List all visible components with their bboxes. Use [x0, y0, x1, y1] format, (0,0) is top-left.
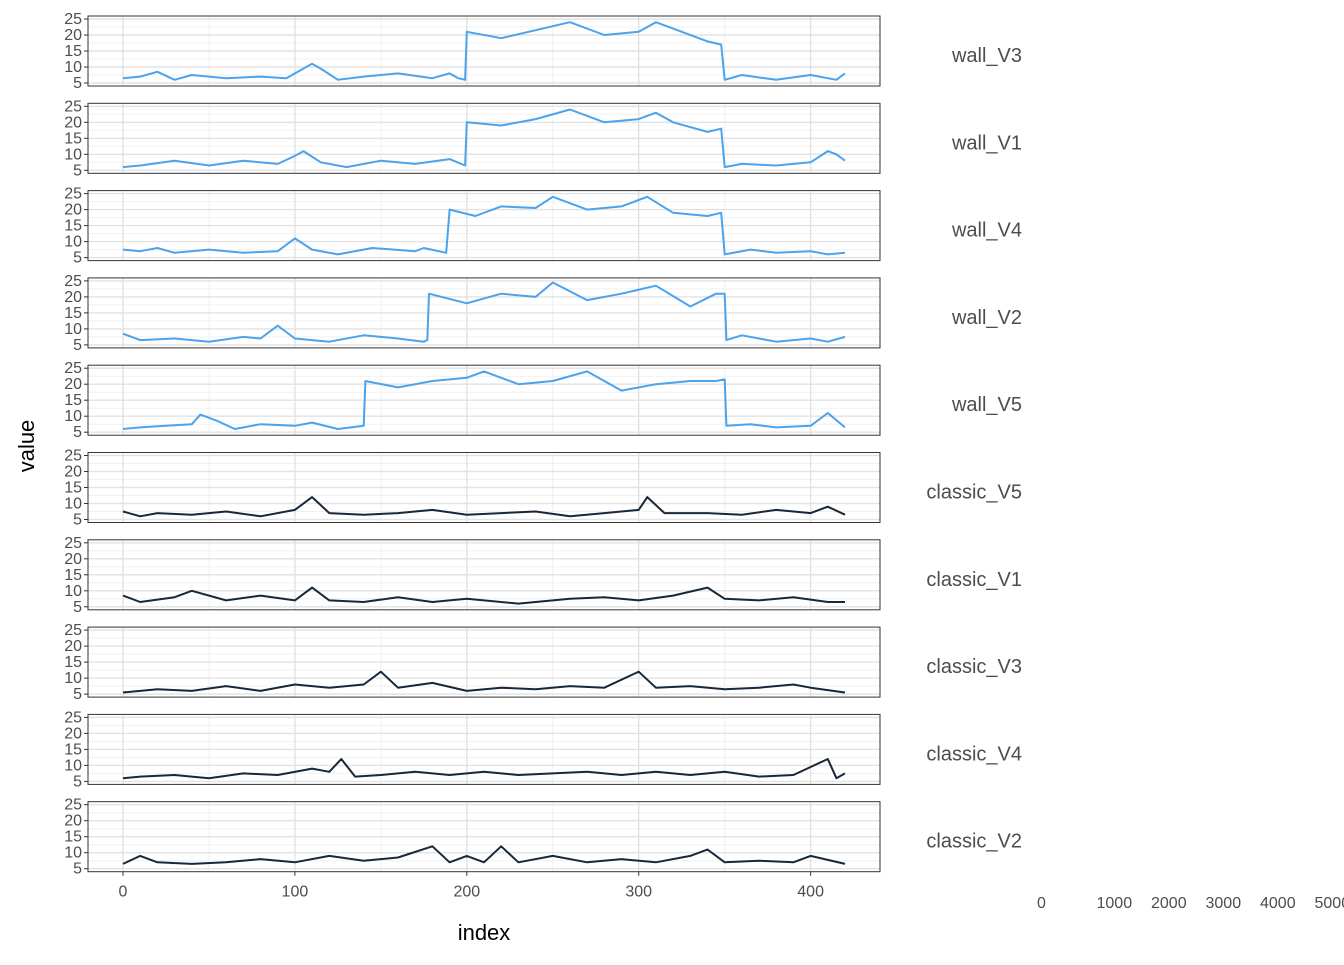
y-tick-label: 25 [64, 360, 82, 377]
y-tick-label: 5 [73, 686, 82, 703]
y-tick-label: 10 [64, 321, 82, 338]
y-tick-label: 25 [64, 273, 82, 290]
x-tick-label: 300 [625, 884, 652, 901]
y-tick-label: 5 [73, 424, 82, 441]
y-tick-label: 20 [64, 202, 82, 219]
y-tick-label: 25 [64, 11, 82, 28]
x-tick-label: 100 [282, 884, 309, 901]
dendrogram: wall_V3 wall_V1 wall_V4 wall_V2 wall_V5class… [926, 45, 1344, 912]
y-tick-label: 25 [64, 448, 82, 465]
y-tick-label: 15 [64, 567, 82, 584]
facet-panels: 5101520255101520255101520255101520255101… [64, 11, 880, 878]
y-tick-label: 25 [64, 797, 82, 814]
y-tick-label: 10 [64, 583, 82, 600]
dendrogram-tick-label: 2000 [1151, 895, 1187, 912]
y-tick-label: 20 [64, 551, 82, 568]
leaf-label: classic_V5 [926, 482, 1022, 504]
x-tick-label: 200 [453, 884, 480, 901]
leaf-label: classic_V2 [926, 831, 1022, 853]
y-tick-label: 25 [64, 709, 82, 726]
x-axis-title: index [458, 920, 511, 945]
y-tick-label: 20 [64, 289, 82, 306]
series-line-p6 [123, 497, 845, 516]
y-tick-label: 25 [64, 98, 82, 115]
y-tick-label: 15 [64, 43, 82, 60]
series-line-p9 [123, 759, 845, 778]
y-tick-label: 10 [64, 496, 82, 513]
y-tick-label: 5 [73, 75, 82, 92]
y-tick-label: 15 [64, 392, 82, 409]
y-tick-label: 15 [64, 654, 82, 671]
y-tick-label: 5 [73, 861, 82, 878]
leaf-label: wall_V2 [951, 307, 1022, 329]
dendrogram-tick-label: 1000 [1097, 895, 1133, 912]
x-axis: 0 100 200 300 400 [119, 872, 825, 901]
y-tick-label: 15 [64, 480, 82, 497]
y-tick-label: 5 [73, 337, 82, 354]
y-tick-label: 15 [64, 130, 82, 147]
dendrogram-tick-label: 5000 [1315, 895, 1344, 912]
y-tick-label: 10 [64, 845, 82, 862]
leaf-label: wall_V5 [951, 394, 1022, 416]
leaf-label: classic_V3 [926, 656, 1022, 678]
y-tick-label: 10 [64, 757, 82, 774]
y-tick-label: 15 [64, 305, 82, 322]
series-line-p7 [123, 588, 845, 604]
leaf-label: wall_V4 [951, 220, 1022, 242]
dendrogram-tick-label: 3000 [1206, 895, 1242, 912]
y-tick-label: 20 [64, 376, 82, 393]
y-tick-label: 5 [73, 773, 82, 790]
y-tick-label: 20 [64, 114, 82, 131]
y-tick-label: 15 [64, 741, 82, 758]
y-tick-label: 10 [64, 59, 82, 76]
y-tick-label: 10 [64, 670, 82, 687]
y-tick-label: 5 [73, 599, 82, 616]
y-tick-label: 25 [64, 186, 82, 203]
y-tick-label: 15 [64, 829, 82, 846]
x-tick-label: 0 [119, 884, 128, 901]
series-line-p10 [123, 846, 845, 864]
y-tick-label: 15 [64, 218, 82, 235]
y-axis-title: value [14, 420, 39, 473]
y-tick-label: 5 [73, 162, 82, 179]
y-tick-label: 20 [64, 725, 82, 742]
y-tick-label: 20 [64, 638, 82, 655]
leaf-label: wall_V1 [951, 132, 1022, 154]
x-tick-label: 400 [797, 884, 824, 901]
y-tick-label: 20 [64, 27, 82, 44]
y-tick-label: 20 [64, 464, 82, 481]
leaf-label: classic_V1 [926, 569, 1022, 591]
y-tick-label: 25 [64, 535, 82, 552]
dendrogram-tick-label: 0 [1037, 895, 1046, 912]
y-tick-label: 25 [64, 622, 82, 639]
y-tick-label: 10 [64, 146, 82, 163]
y-tick-label: 10 [64, 408, 82, 425]
leaf-label: classic_V4 [926, 743, 1022, 765]
y-tick-label: 5 [73, 250, 82, 267]
series-line-p8 [123, 672, 845, 693]
series-line-p4 [123, 283, 845, 342]
y-tick-label: 20 [64, 813, 82, 830]
y-tick-label: 5 [73, 512, 82, 529]
y-tick-label: 10 [64, 234, 82, 251]
dendrogram-tick-label: 4000 [1260, 895, 1296, 912]
leaf-label: wall_V3 [951, 45, 1022, 67]
